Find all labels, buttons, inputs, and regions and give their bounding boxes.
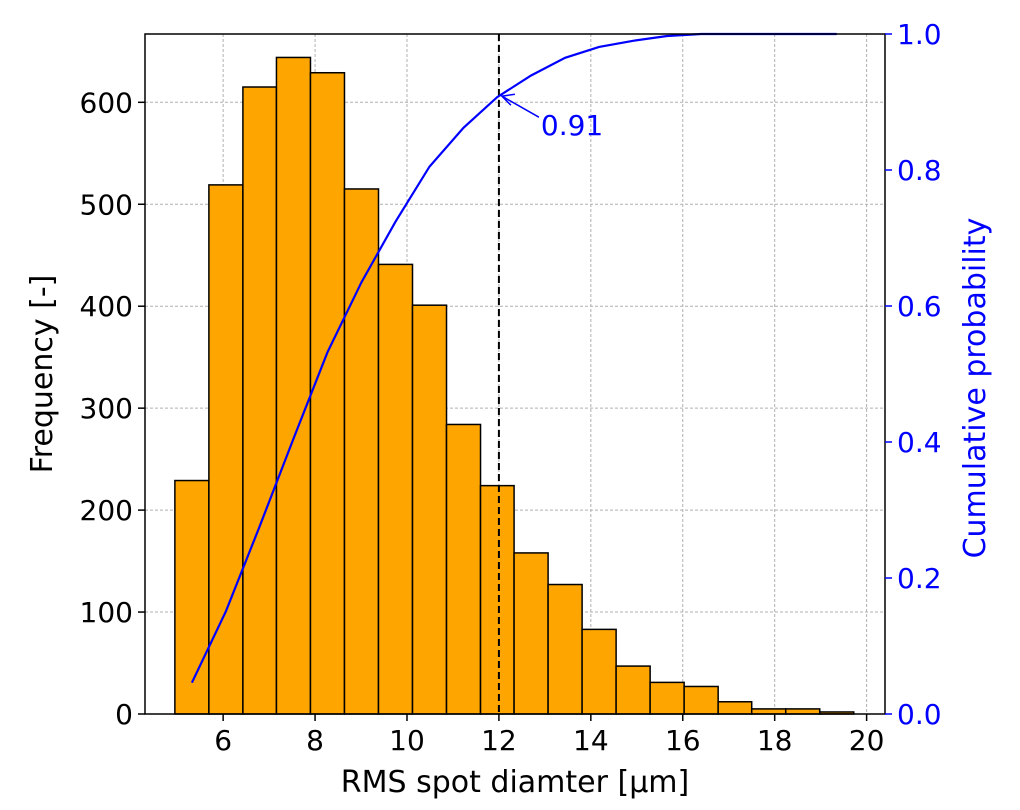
y2-tick-label: 1.0: [897, 18, 942, 51]
x-tick-label: 20: [849, 724, 885, 757]
y-tick-label: 100: [80, 596, 133, 629]
x-tick-label: 10: [389, 724, 425, 757]
plot-frame: [144, 33, 886, 715]
histogram-bar: [174, 479, 210, 715]
x-tick-label: 12: [481, 724, 517, 757]
y-tick-label: 200: [80, 494, 133, 527]
annotation-arrowhead: [500, 93, 516, 106]
x-axis-title: RMS spot diamter [μm]: [341, 765, 689, 800]
histogram-bar: [683, 685, 719, 715]
histogram-bar: [275, 56, 312, 715]
x-tick-label: 8: [306, 724, 324, 757]
y2-axis-title: Cumulative probability: [958, 218, 993, 559]
x-tick-label: 6: [214, 724, 232, 757]
histogram-bar: [784, 708, 821, 715]
y2-tick-label: 0.0: [897, 698, 942, 731]
histogram-bar: [513, 552, 549, 715]
y2-tick-label: 0.6: [897, 290, 942, 323]
histogram-bar: [581, 628, 617, 715]
y-tick-label: 300: [80, 392, 133, 425]
x-tick-label: 14: [573, 724, 609, 757]
x-tick-label: 16: [665, 724, 701, 757]
histogram-bar: [479, 484, 515, 715]
histogram-bar: [445, 423, 482, 715]
y2-tick-label: 0.4: [897, 426, 942, 459]
y2-tick-label: 0.8: [897, 154, 942, 187]
histogram-bar: [411, 304, 448, 715]
histogram-bar: [343, 188, 380, 715]
y-axis-title: Frequency [-]: [25, 275, 60, 474]
histogram-bar: [309, 71, 346, 715]
y-tick-label: 600: [80, 86, 133, 119]
histogram-bar: [750, 708, 787, 715]
histogram-bar: [649, 681, 685, 715]
histogram-bar: [717, 701, 753, 715]
y-tick-label: 500: [80, 188, 133, 221]
histogram-bars: [174, 56, 855, 715]
histogram-bar: [242, 86, 278, 715]
annotation-label: 0.91: [541, 109, 603, 142]
histogram-bar: [377, 263, 414, 715]
annotation: 0.91: [500, 93, 603, 142]
y-tick-label: 0: [115, 698, 133, 731]
y2-tick-label: 0.2: [897, 562, 942, 595]
x-tick-label: 18: [757, 724, 793, 757]
histogram-bar: [615, 665, 651, 715]
y-tick-label: 400: [80, 290, 133, 323]
annotation-arrow: [501, 95, 540, 118]
axis-ticks: 6 8 10 12 14 16 18 2001002003004005006000.00.20…: [80, 18, 942, 757]
histogram-bar: [547, 583, 583, 715]
